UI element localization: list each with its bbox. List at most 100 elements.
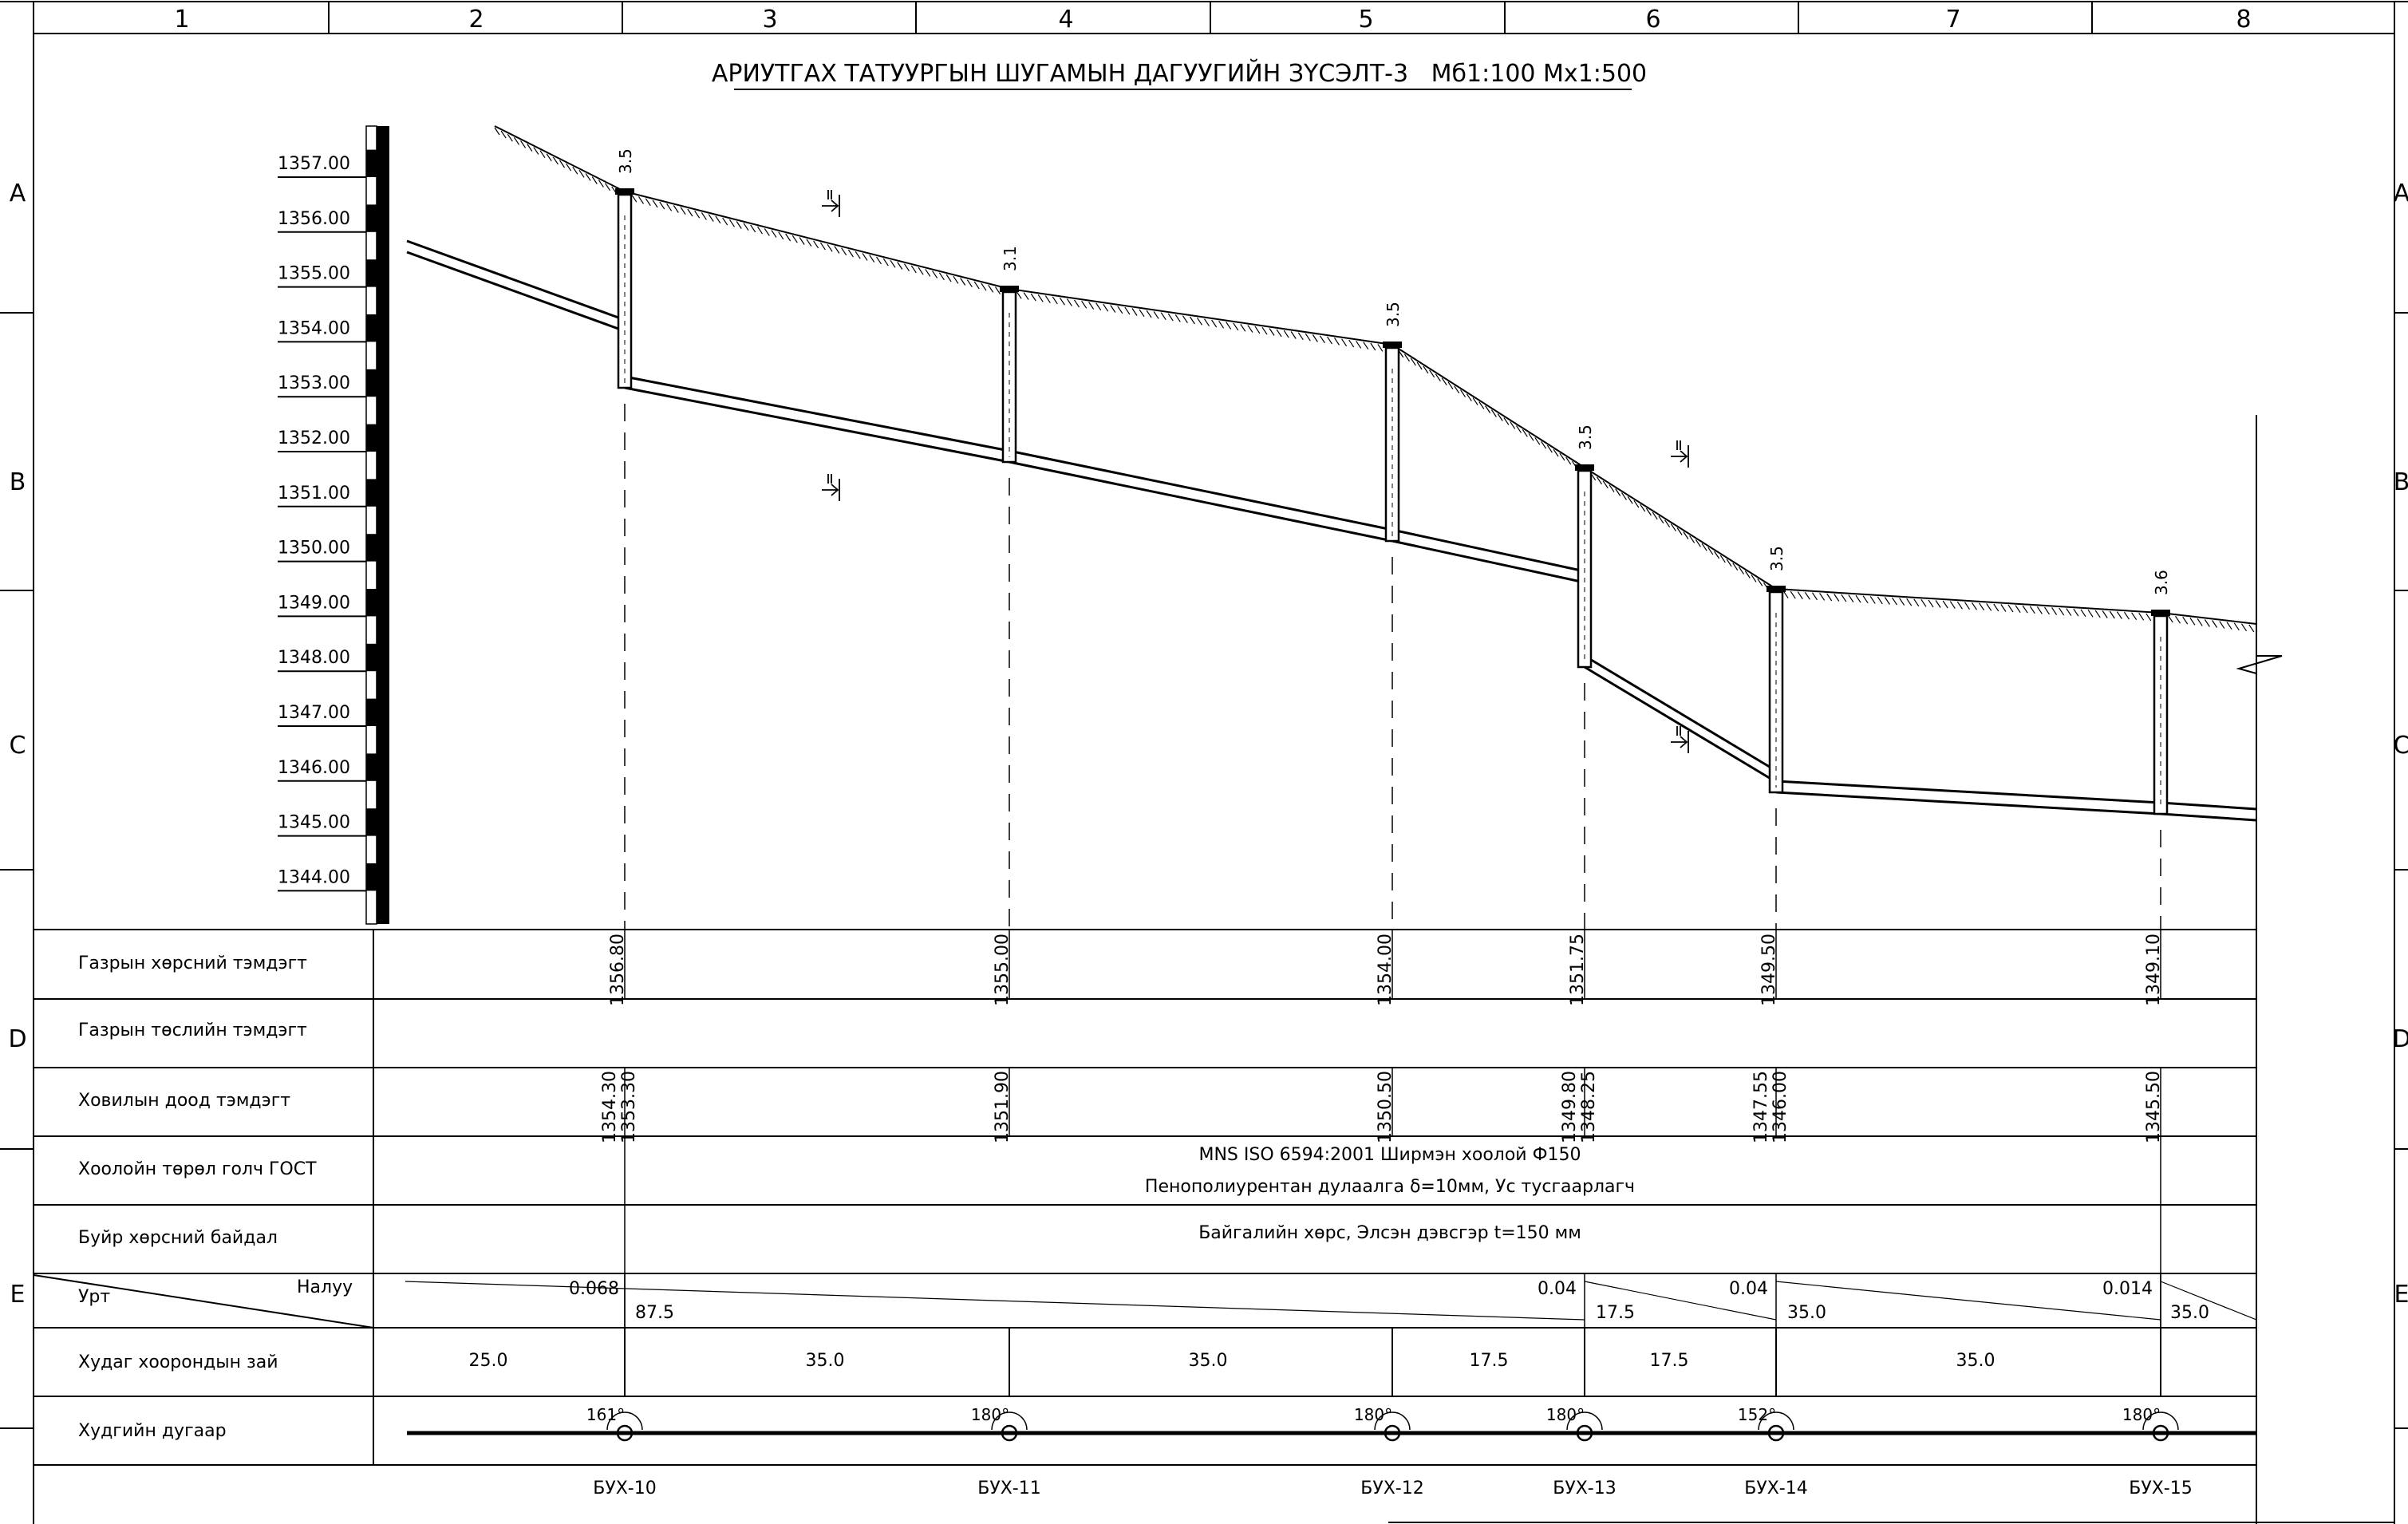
distance-value: 17.5 [1470, 1351, 1509, 1371]
row-label-right: E [2394, 1281, 2408, 1309]
slope-diagonal [1584, 1281, 1777, 1321]
row-label-left: A [10, 180, 26, 207]
slope-value: 0.04 [1538, 1279, 1577, 1299]
row-label-right: A [2394, 180, 2408, 207]
well-angle-arc [1566, 1411, 1603, 1431]
row-label-length: Урт [78, 1287, 110, 1307]
scale-label: 1348.00 [278, 648, 350, 668]
row-label-right: C [2394, 732, 2408, 760]
scale-bar-segment [366, 259, 377, 287]
scale-label: 1351.00 [278, 484, 350, 503]
row-label-left: E [10, 1281, 26, 1309]
well-name-label: БУХ-10 [593, 1479, 657, 1498]
well-angle-label: 180° [971, 1405, 1009, 1424]
scale-bar-segment [366, 753, 377, 781]
slope-value: 0.014 [2102, 1279, 2153, 1299]
scale-bar-segment [366, 369, 377, 397]
scale-bar-segment [366, 698, 377, 726]
scale-bar-segment [366, 863, 377, 891]
scale-bar-black [377, 126, 389, 924]
depth-label: 3.5 [1576, 424, 1595, 450]
section-marker [1671, 726, 1689, 753]
profile: 3.5 3.1 3.5 3.5 3.5 3.6 [406, 125, 2283, 930]
scale-bar-segment [366, 479, 377, 507]
column-label: 1 [174, 6, 189, 34]
manhole-cover [2151, 610, 2170, 616]
manhole-cover [1767, 586, 1786, 592]
ground-surface-line [494, 125, 2257, 625]
depth-label: 3.5 [616, 148, 635, 174]
depth-label: 3.1 [1001, 246, 1020, 271]
scale-bar-segment [366, 808, 377, 836]
scale-bar-segment [366, 204, 377, 232]
pipe-bottom-line [1775, 791, 2161, 815]
well-angle-label: 180° [1546, 1405, 1585, 1424]
table-row-labels: Газрын хөрсний тэмдэгт Газрын төслийн тэ… [78, 953, 353, 1441]
bed-spec: Байгалийн хөрс, Элсэн дэвсгэр t=150 мм [1198, 1223, 1581, 1243]
row-label-distance: Худаг хоорондын зай [78, 1352, 278, 1372]
well-angle-label: 180° [1354, 1405, 1392, 1424]
row-label-bed: Буйр хөрсний байдал [78, 1228, 278, 1248]
row-label-invert: Ховилын доод тэмдэгт [78, 1091, 290, 1111]
pipe-out-top [2160, 801, 2257, 811]
scale-label: 1356.00 [278, 209, 350, 229]
length-value: 35.0 [2170, 1303, 2209, 1323]
row-label-left: C [10, 732, 26, 760]
scale-bar-segment [366, 314, 377, 342]
pipe-top-line [624, 375, 1010, 452]
pipe-top-line [1009, 449, 1393, 531]
distance-value: 25.0 [469, 1351, 508, 1371]
pipe-spec-line1: MNS ISO 6594:2001 Ширмэн хоолой Ф150 [1198, 1145, 1581, 1165]
well-angle-arc [2142, 1411, 2179, 1431]
row-label-pipe-type: Хоолойн төрөл голч ГОСТ [78, 1159, 317, 1179]
distance-value: 35.0 [1956, 1351, 1995, 1371]
table-merged-text: MNS ISO 6594:2001 Ширмэн хоолой Ф150 Пен… [1145, 1145, 1635, 1243]
row-label-well-number: Худгийн дугаар [78, 1421, 227, 1441]
pipe-bottom-line [1584, 665, 1777, 784]
row-label-left: B [10, 468, 26, 496]
row-label-design: Газрын төслийн тэмдэгт [78, 1021, 307, 1040]
break-line [2236, 646, 2283, 685]
scale-bar-segment [366, 643, 377, 672]
scale-label: 1355.00 [278, 264, 350, 284]
row-label-left: D [8, 1025, 26, 1053]
well-name-label: БУХ-13 [1553, 1479, 1617, 1498]
row-labels: A B C D E A B C D E [8, 180, 2408, 1309]
pipe-bottom-line [1392, 539, 1585, 584]
section-marker [822, 190, 840, 217]
column-label: 5 [1358, 6, 1373, 34]
distance-value: 35.0 [1189, 1351, 1228, 1371]
invert-elevation-value: 1348.25 [1579, 1071, 1599, 1143]
column-label: 7 [1945, 6, 1960, 34]
row-label-right: D [2392, 1025, 2408, 1053]
well-angle-label: 152° [1738, 1405, 1776, 1424]
manhole-shaft [617, 193, 633, 389]
pipe-top-line [1584, 654, 1777, 772]
row-label-right: B [2394, 468, 2408, 496]
depth-label: 3.6 [2152, 570, 2171, 595]
manhole-cover [1000, 286, 1019, 292]
pipe-incoming-top [406, 239, 619, 319]
scale-label: 1347.00 [278, 703, 350, 723]
scale-label: 1349.00 [278, 593, 350, 613]
scale-label: 1344.00 [278, 867, 350, 887]
scale-bar-outline [365, 125, 377, 925]
well-name-label: БУХ-11 [977, 1479, 1041, 1498]
slope-diagonal [2160, 1281, 2257, 1321]
scale-bar-segment [366, 534, 377, 562]
manhole-cover [615, 188, 634, 195]
profile-table [33, 415, 2394, 1524]
scale-label: 1354.00 [278, 318, 350, 338]
column-label: 3 [762, 6, 777, 34]
distance-value: 35.0 [806, 1351, 845, 1371]
invert-elevation-value: 1346.00 [1770, 1071, 1790, 1143]
manhole-cover [1575, 464, 1594, 471]
well-angle-arc [1758, 1411, 1794, 1431]
elevation-scale: 1357.00 1356.00 1355.00 1354.00 1353.00 1352.… [278, 125, 389, 925]
invert-elevation-value: 1353.30 [619, 1071, 639, 1143]
slope-value: 0.068 [569, 1279, 619, 1299]
invert-elevation-value: 1347.55 [1751, 1071, 1771, 1143]
pipe-bottom-line [624, 386, 1010, 464]
